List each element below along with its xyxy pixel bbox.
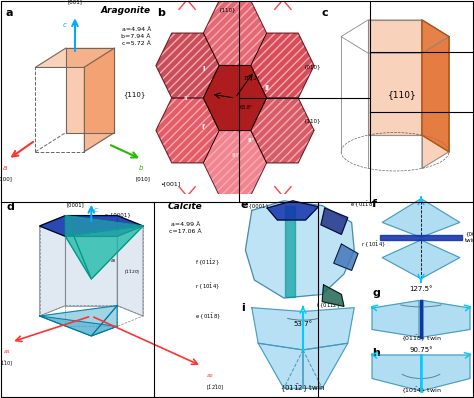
Polygon shape bbox=[40, 216, 143, 236]
Text: [010]: [010] bbox=[136, 177, 151, 182]
Text: r {10$\bar{1}$4}: r {10$\bar{1}$4} bbox=[361, 239, 386, 249]
Text: c {0001}: c {0001} bbox=[244, 203, 269, 208]
Text: {10$\bar{1}$4} twin: {10$\bar{1}$4} twin bbox=[401, 385, 441, 395]
Polygon shape bbox=[382, 199, 460, 237]
Text: b: b bbox=[157, 8, 165, 18]
Polygon shape bbox=[423, 300, 470, 337]
Text: Calcite: Calcite bbox=[168, 202, 203, 211]
Text: b: b bbox=[139, 165, 143, 171]
Polygon shape bbox=[66, 48, 115, 133]
Text: I': I' bbox=[201, 124, 206, 130]
Polygon shape bbox=[422, 20, 449, 152]
Polygon shape bbox=[40, 316, 117, 336]
Polygon shape bbox=[91, 306, 117, 336]
Text: III: III bbox=[231, 153, 238, 158]
Text: a: a bbox=[3, 165, 7, 171]
Polygon shape bbox=[321, 208, 348, 234]
Polygon shape bbox=[65, 216, 91, 279]
Polygon shape bbox=[203, 131, 266, 195]
Text: e {01$\bar{1}$8}: e {01$\bar{1}$8} bbox=[350, 200, 377, 209]
Text: [001]: [001] bbox=[67, 0, 82, 4]
Polygon shape bbox=[203, 66, 266, 131]
Polygon shape bbox=[156, 33, 219, 98]
Polygon shape bbox=[65, 216, 143, 279]
Polygon shape bbox=[421, 355, 470, 391]
Text: f: f bbox=[372, 199, 377, 209]
Polygon shape bbox=[84, 48, 115, 152]
Polygon shape bbox=[334, 244, 358, 270]
Polygon shape bbox=[40, 216, 65, 316]
Text: a=4.99 Å
c=17.06 Å: a=4.99 Å c=17.06 Å bbox=[169, 222, 201, 234]
Text: e: e bbox=[240, 200, 248, 210]
Polygon shape bbox=[203, 1, 266, 66]
Polygon shape bbox=[258, 343, 303, 388]
Text: r {10$\bar{1}$4}: r {10$\bar{1}$4} bbox=[195, 281, 220, 291]
Text: C: C bbox=[94, 208, 98, 213]
Text: i: i bbox=[242, 303, 246, 313]
Text: c: c bbox=[321, 8, 328, 18]
Polygon shape bbox=[422, 20, 449, 152]
Polygon shape bbox=[251, 98, 314, 163]
Text: {01$\bar{1}$8} twin: {01$\bar{1}$8} twin bbox=[401, 333, 441, 343]
Polygon shape bbox=[368, 20, 422, 135]
Text: 127.5°: 127.5° bbox=[409, 287, 433, 293]
Text: 110.2°: 110.2° bbox=[243, 76, 260, 81]
Polygon shape bbox=[380, 235, 462, 240]
Text: 53.7°: 53.7° bbox=[293, 321, 312, 327]
Polygon shape bbox=[303, 343, 348, 388]
Text: [100]: [100] bbox=[0, 177, 12, 182]
Text: {01$\bar{1}$2} twin: {01$\bar{1}$2} twin bbox=[281, 382, 326, 394]
Text: c {0001}: c {0001} bbox=[105, 212, 131, 217]
Text: 90.75°: 90.75° bbox=[409, 347, 433, 353]
Text: h: h bbox=[372, 347, 380, 357]
Polygon shape bbox=[65, 216, 117, 306]
Polygon shape bbox=[156, 98, 219, 163]
Text: {0001}
twin: {0001} twin bbox=[465, 232, 474, 243]
Text: $a_1$: $a_1$ bbox=[2, 348, 11, 356]
Text: II': II' bbox=[183, 96, 190, 101]
Text: [$\bar{1}$2$\bar{1}$0]: [$\bar{1}$2$\bar{1}$0] bbox=[207, 384, 224, 393]
Text: 63.8°: 63.8° bbox=[240, 105, 253, 110]
Text: e {01$\bar{1}$8}: e {01$\bar{1}$8} bbox=[195, 311, 221, 321]
Text: {110}: {110} bbox=[388, 90, 417, 99]
Text: I: I bbox=[202, 66, 205, 72]
Polygon shape bbox=[372, 300, 419, 337]
Text: $a_3$: $a_3$ bbox=[110, 257, 117, 265]
Text: $\bar{[1}\bar{1}$20]: $\bar{[1}\bar{1}$20] bbox=[124, 269, 140, 277]
Polygon shape bbox=[65, 226, 143, 279]
Polygon shape bbox=[322, 285, 344, 306]
Text: {110}: {110} bbox=[303, 119, 320, 123]
Polygon shape bbox=[285, 206, 295, 297]
Text: [2$\bar{1}\bar{1}$0]: [2$\bar{1}\bar{1}$0] bbox=[0, 360, 13, 369]
Polygon shape bbox=[267, 201, 319, 220]
Text: {110}: {110} bbox=[124, 91, 146, 98]
Polygon shape bbox=[246, 201, 354, 298]
Text: •[001]: •[001] bbox=[161, 181, 181, 186]
Polygon shape bbox=[36, 48, 115, 67]
Text: $a_2$: $a_2$ bbox=[207, 372, 215, 380]
Polygon shape bbox=[252, 308, 303, 350]
Polygon shape bbox=[303, 308, 354, 350]
Text: Aragonite: Aragonite bbox=[101, 6, 151, 15]
Text: f {01$\bar{1}$2}: f {01$\bar{1}$2} bbox=[316, 300, 341, 310]
Polygon shape bbox=[422, 37, 449, 168]
Polygon shape bbox=[40, 306, 117, 336]
Text: d: d bbox=[7, 202, 15, 212]
Text: a: a bbox=[5, 8, 12, 18]
Text: [0001]: [0001] bbox=[66, 202, 84, 207]
Polygon shape bbox=[372, 355, 421, 391]
Text: f {01$\bar{1}$2}: f {01$\bar{1}$2} bbox=[195, 257, 219, 267]
Text: g: g bbox=[372, 288, 380, 298]
Text: {110}: {110} bbox=[218, 8, 236, 13]
Text: a=4.94 Å
b=7.94 Å
c=5.72 Å: a=4.94 Å b=7.94 Å c=5.72 Å bbox=[121, 27, 151, 46]
Polygon shape bbox=[251, 33, 314, 98]
Text: {010}: {010} bbox=[303, 65, 320, 70]
Text: c: c bbox=[63, 22, 66, 28]
Text: II': II' bbox=[248, 138, 255, 143]
Polygon shape bbox=[382, 240, 460, 279]
Text: II: II bbox=[264, 86, 269, 92]
Polygon shape bbox=[117, 216, 143, 316]
